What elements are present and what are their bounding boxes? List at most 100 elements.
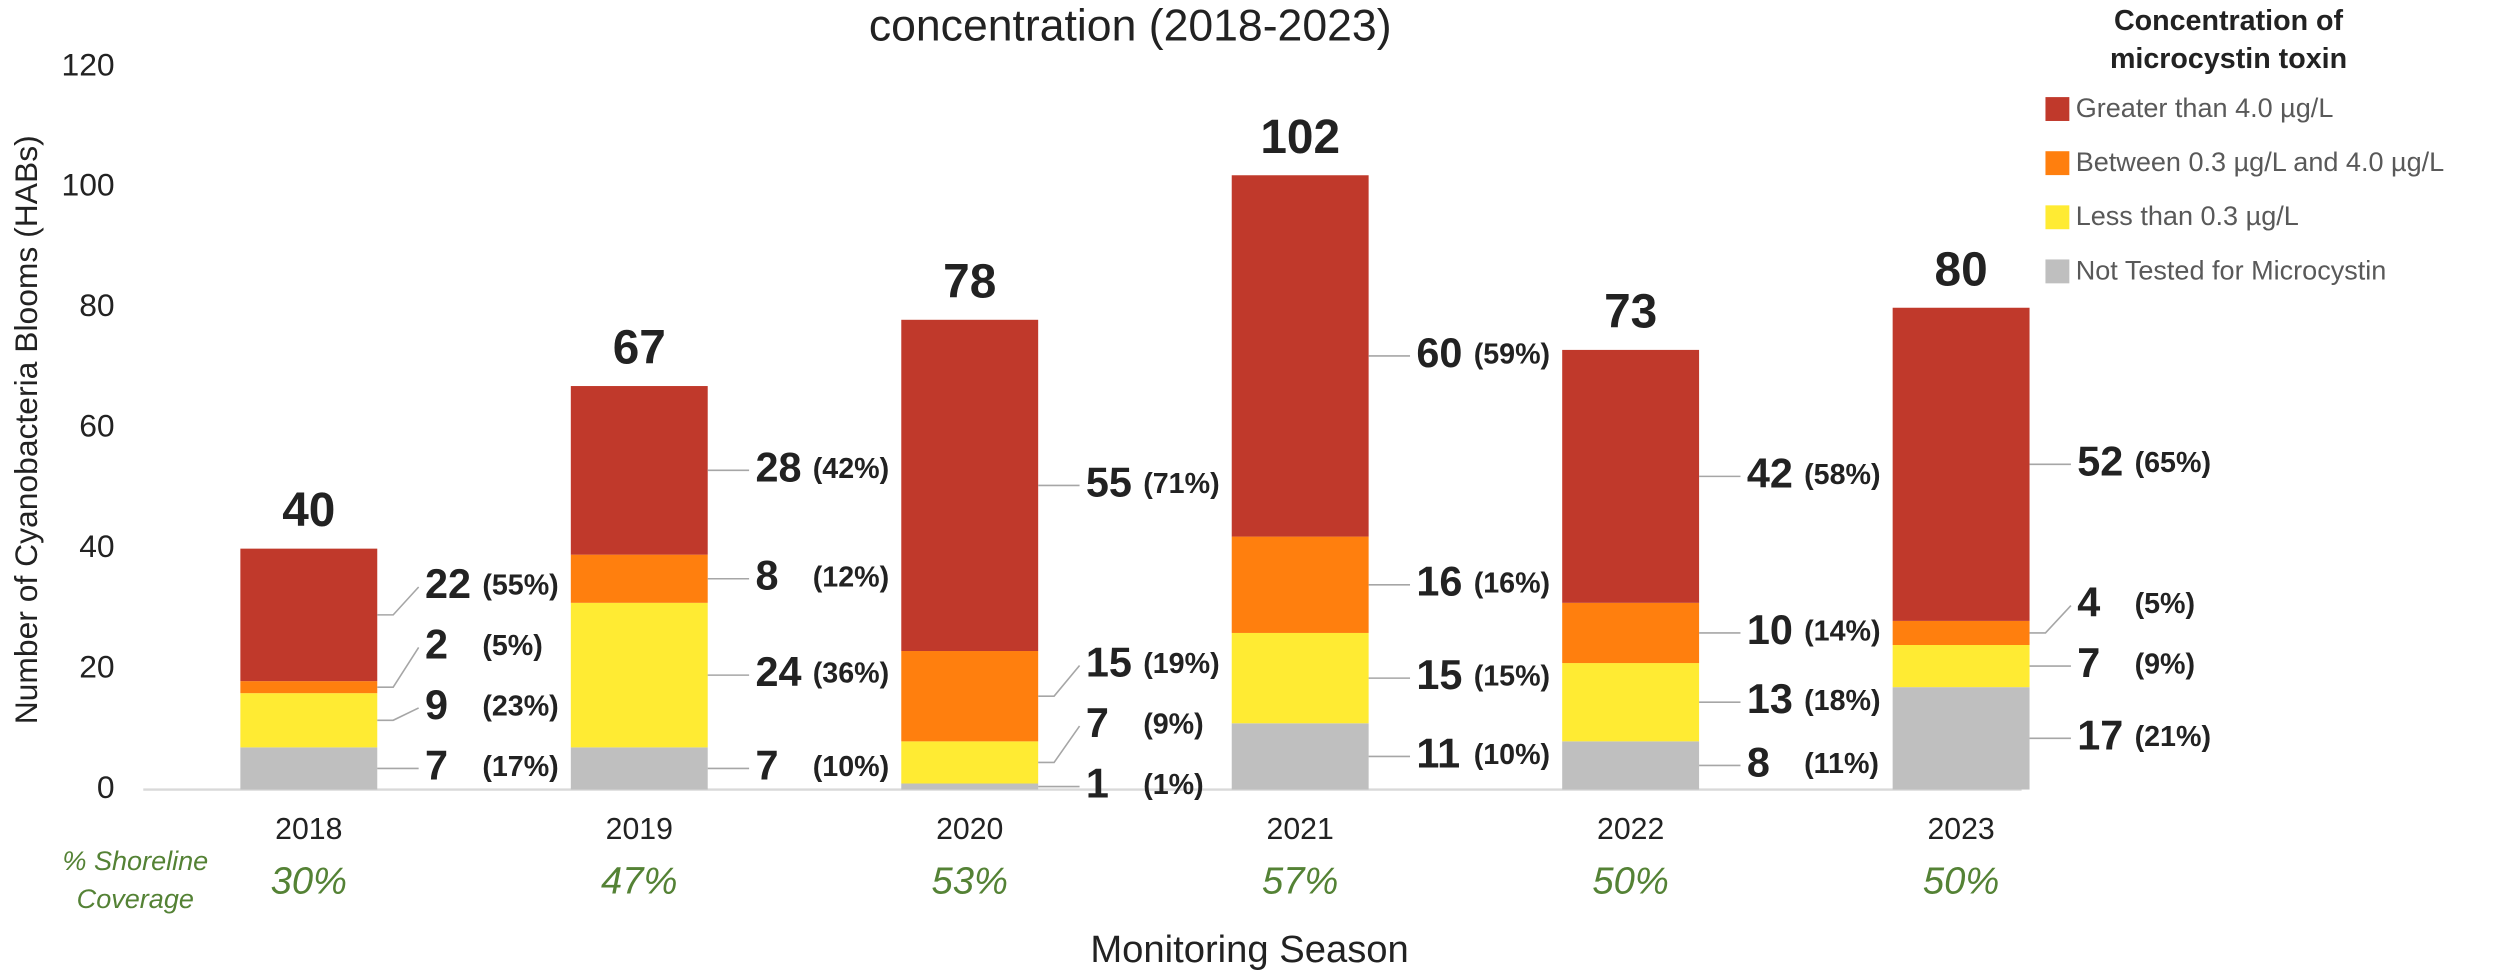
bar-segment: [570, 747, 708, 790]
percent-label: (36%): [813, 658, 889, 690]
leader-line: [377, 647, 420, 688]
bar-segment: [240, 693, 378, 748]
value-label: 9: [425, 682, 448, 728]
bar-segment: [570, 386, 708, 555]
bar-segment: [1562, 741, 1700, 790]
value-label: 15: [1086, 639, 1132, 685]
bar-segment: [240, 681, 378, 694]
bar-segment: [1231, 536, 1369, 633]
bar-segment: [1892, 620, 2030, 645]
percent-label: (9%): [2135, 649, 2195, 681]
bar-segment: [1892, 644, 2030, 688]
percent-label: (42%): [813, 453, 889, 485]
legend-label: Greater than 4.0 µg/L: [2076, 93, 2334, 123]
y-tick-label: 120: [62, 46, 115, 82]
leader-line: [1038, 725, 1081, 764]
total-label: 102: [1260, 111, 1340, 164]
x-tick-label: 2021: [1267, 813, 1334, 846]
bar-segment: [1892, 687, 2030, 790]
legend-label: Between 0.3 µg/L and 4.0 µg/L: [2076, 147, 2445, 177]
legend-title: Concentration of: [2114, 5, 2344, 37]
plot-root: concentration (2018-2023) Monitoring Sea…: [8, 1, 2444, 971]
legend-label: Not Tested for Microcystin: [2076, 255, 2387, 285]
y-tick-label: 100: [62, 167, 115, 203]
y-tick-label: 60: [79, 408, 114, 444]
percent-label: (65%): [2135, 447, 2211, 479]
coverage-value: 53%: [932, 860, 1008, 903]
value-label: 55: [1086, 459, 1132, 505]
value-label: 16: [1416, 559, 1462, 605]
value-label: 42: [1747, 450, 1793, 496]
percent-label: (11%): [1804, 748, 1879, 780]
percent-label: (16%): [1474, 567, 1550, 599]
y-tick-label: 20: [79, 648, 114, 684]
value-label: 28: [755, 444, 801, 490]
percent-label: (55%): [482, 570, 558, 602]
percent-label: (14%): [1804, 616, 1880, 648]
leader-line: [1038, 665, 1081, 697]
value-label: 1: [1086, 760, 1109, 806]
value-label: 22: [425, 561, 471, 607]
bar-segment: [1562, 663, 1700, 742]
bar-segment: [901, 319, 1039, 652]
bar-segment: [901, 651, 1039, 742]
legend-swatch: [2045, 97, 2070, 121]
value-label: 15: [1416, 652, 1462, 698]
leader-line: [377, 707, 419, 722]
leader-line: [377, 586, 420, 616]
bar-segment: [570, 602, 708, 748]
percent-label: (9%): [1143, 709, 1203, 741]
x-tick-label: 2020: [936, 813, 1003, 846]
value-label: 17: [2077, 712, 2123, 758]
legend-swatch: [2045, 205, 2070, 230]
x-tick-label: 2018: [275, 813, 342, 846]
coverage-value: 57%: [1262, 860, 1338, 903]
x-tick-label: 2023: [1927, 813, 1994, 846]
coverage-label: % Shoreline: [62, 846, 208, 876]
bar-segment: [1562, 602, 1700, 664]
coverage-value: 50%: [1923, 860, 1999, 903]
value-label: 8: [755, 553, 778, 599]
total-label: 73: [1604, 285, 1657, 338]
bar-segment: [240, 747, 378, 790]
total-label: 80: [1935, 243, 1988, 296]
y-tick-label: 80: [79, 287, 114, 323]
bar-segment: [1892, 307, 2030, 621]
bar-segment: [901, 741, 1039, 784]
percent-label: (71%): [1143, 468, 1219, 500]
percent-label: (23%): [482, 691, 558, 723]
y-axis-label: Number of Cyanobacteria Blooms (HABs): [8, 135, 44, 724]
value-label: 60: [1416, 330, 1462, 376]
value-label: 52: [2077, 438, 2123, 484]
total-label: 67: [613, 322, 666, 375]
value-label: 2: [425, 621, 448, 667]
bar-segment: [901, 783, 1039, 790]
coverage-value: 30%: [271, 860, 347, 903]
percent-label: (19%): [1143, 648, 1219, 680]
leader-line: [2029, 605, 2072, 634]
percent-label: (58%): [1804, 459, 1880, 491]
y-tick-label: 40: [79, 528, 114, 564]
percent-label: (18%): [1804, 685, 1880, 717]
value-label: 8: [1747, 739, 1770, 785]
bar-segment: [1231, 175, 1369, 537]
bar-segment: [570, 554, 708, 603]
value-label: 24: [755, 649, 801, 695]
bar-segment: [1231, 632, 1369, 724]
value-label: 7: [1086, 700, 1109, 746]
value-label: 10: [1747, 607, 1793, 653]
legend-label: Less than 0.3 µg/L: [2076, 201, 2299, 231]
percent-label: (1%): [1143, 769, 1203, 801]
bar-segment: [240, 548, 378, 682]
percent-label: (59%): [1474, 338, 1550, 370]
percent-label: (21%): [2135, 721, 2211, 753]
chart-title: concentration (2018-2023): [869, 1, 1392, 50]
bar-segment: [1562, 349, 1700, 603]
coverage-label: Coverage: [77, 884, 194, 914]
legend-swatch: [2045, 151, 2070, 176]
value-label: 13: [1747, 676, 1793, 722]
total-label: 78: [943, 255, 996, 308]
y-tick-label: 0: [97, 769, 115, 805]
percent-label: (15%): [1474, 661, 1550, 693]
